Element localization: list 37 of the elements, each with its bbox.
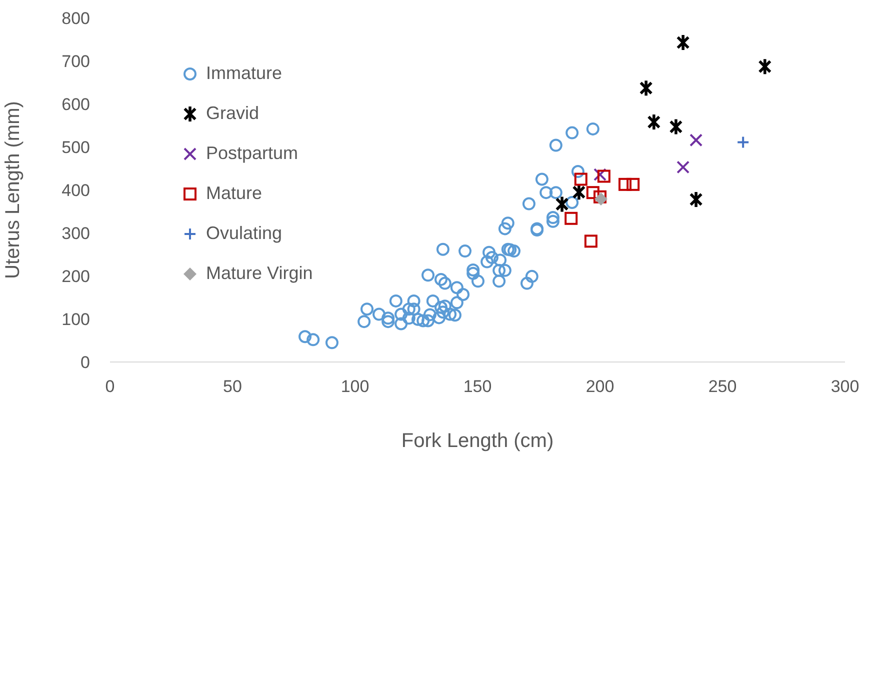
x-tick-label: 0 — [105, 377, 115, 396]
legend-label: Mature Virgin — [206, 263, 313, 284]
x-tick-label: 300 — [830, 377, 860, 396]
y-tick-label: 600 — [62, 95, 90, 114]
x-tick-label: 150 — [463, 377, 492, 396]
point — [574, 172, 588, 186]
x-axis-title: Fork Length (cm) — [401, 430, 554, 452]
x-tick-label: 100 — [340, 377, 370, 396]
x-tick-label: 50 — [223, 377, 242, 396]
y-tick-label: 400 — [62, 181, 90, 200]
y-axis-title: Uterus Length (mm) — [2, 101, 24, 279]
x-tick-label: 200 — [586, 377, 614, 396]
point — [597, 170, 610, 183]
point — [594, 168, 606, 182]
x-tick-label: 250 — [708, 377, 737, 396]
legend-label: Mature — [206, 183, 262, 204]
point — [586, 186, 600, 200]
point — [618, 178, 632, 191]
legend-label: Ovulating — [206, 223, 282, 244]
y-tick-label: 300 — [62, 224, 90, 244]
legend-label: Postpartum — [206, 143, 298, 164]
y-tick-label: 500 — [62, 138, 90, 158]
point — [690, 134, 703, 147]
point — [736, 136, 750, 149]
point — [676, 160, 690, 174]
y-tick-label: 800 — [62, 9, 90, 28]
y-tick-label: 0 — [80, 353, 90, 372]
y-tick-label: 700 — [62, 52, 90, 72]
point — [594, 192, 608, 206]
point — [564, 212, 578, 225]
legend-label: Gravid — [206, 103, 260, 124]
point — [594, 190, 606, 204]
legend-label: Immature — [206, 63, 282, 84]
y-tick-label: 100 — [62, 310, 90, 330]
point — [584, 234, 598, 248]
y-tick-label: 200 — [62, 267, 90, 286]
point — [626, 178, 640, 191]
